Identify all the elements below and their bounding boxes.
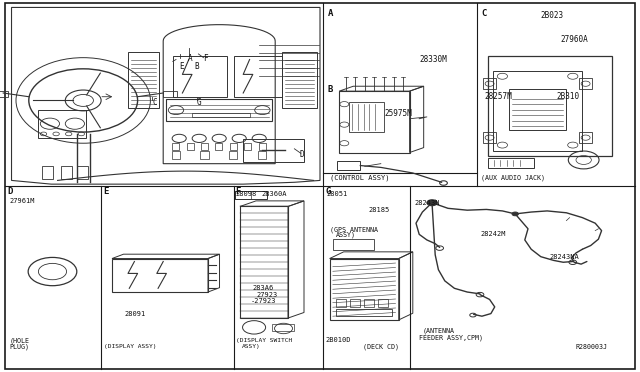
Bar (229, 151, 237, 159)
Text: 2B023: 2B023 (541, 11, 564, 20)
Bar (336, 309, 392, 316)
Bar (337, 161, 360, 170)
Bar (240, 206, 288, 318)
Bar (244, 143, 251, 150)
Bar (77, 166, 88, 179)
Bar (272, 324, 294, 331)
Bar (349, 102, 384, 132)
Text: 27923: 27923 (256, 292, 277, 298)
Text: G: G (325, 187, 330, 196)
Text: 2B010D: 2B010D (325, 337, 351, 343)
Bar (173, 56, 227, 97)
Bar (61, 166, 72, 179)
Text: 28185: 28185 (368, 207, 389, 213)
Bar (172, 143, 179, 150)
Bar (235, 191, 267, 199)
Bar (172, 151, 180, 159)
Bar (163, 91, 177, 97)
Bar (339, 91, 410, 153)
Bar (0, 91, 8, 97)
Text: 28243NA: 28243NA (549, 254, 579, 260)
Bar (258, 151, 266, 159)
Text: C: C (481, 9, 486, 17)
Bar (364, 299, 374, 307)
Bar (493, 71, 582, 151)
Bar (128, 52, 159, 108)
Bar (235, 191, 251, 199)
Bar (192, 113, 250, 117)
Text: 28091: 28091 (125, 311, 146, 317)
Text: 28360A: 28360A (261, 191, 287, 197)
Text: 2B310: 2B310 (557, 92, 580, 101)
Text: D: D (300, 150, 304, 159)
Bar (187, 143, 194, 150)
Bar (112, 259, 208, 292)
Text: FEEDER ASSY,CPM): FEEDER ASSY,CPM) (419, 334, 483, 341)
Text: (ANTENNA: (ANTENNA (422, 328, 454, 334)
Bar (234, 56, 282, 97)
Text: E: E (179, 62, 184, 71)
Text: C: C (152, 98, 157, 107)
Text: (DECK CD): (DECK CD) (363, 343, 399, 350)
Text: 27961M: 27961M (10, 198, 35, 204)
Text: (GPS ANTENNA: (GPS ANTENNA (330, 226, 378, 233)
Bar (483, 132, 496, 143)
Text: 28243N: 28243N (415, 201, 440, 206)
Text: G: G (197, 98, 202, 107)
Text: (DISPLAY ASSY): (DISPLAY ASSY) (104, 344, 157, 349)
Bar (350, 299, 360, 307)
Text: A: A (188, 54, 192, 63)
Text: 25975M: 25975M (384, 109, 412, 118)
Bar (282, 52, 317, 108)
Text: 28098: 28098 (236, 191, 257, 197)
Bar (200, 151, 209, 159)
Bar (201, 143, 208, 150)
Text: 28051: 28051 (326, 191, 348, 197)
Text: ASSY): ASSY) (336, 232, 356, 238)
Circle shape (512, 212, 518, 216)
Bar (330, 259, 399, 320)
Text: ASSY): ASSY) (242, 344, 260, 349)
Bar (483, 78, 496, 89)
Text: 28242M: 28242M (480, 231, 506, 237)
Bar (42, 166, 53, 179)
Text: 28257M: 28257M (484, 92, 512, 101)
Bar (488, 56, 612, 156)
Text: (DISPLAY SWITCH: (DISPLAY SWITCH (236, 338, 292, 343)
Text: -27923: -27923 (251, 298, 276, 304)
Bar (378, 299, 388, 307)
Bar (579, 78, 592, 89)
Text: 28330M: 28330M (419, 55, 447, 64)
Text: D: D (8, 187, 13, 196)
Text: 27960A: 27960A (560, 35, 588, 44)
Bar (333, 239, 374, 250)
Bar (259, 143, 266, 150)
Bar (215, 143, 223, 150)
Text: B: B (328, 85, 333, 94)
Text: (HOLE: (HOLE (10, 337, 29, 344)
Text: PLUG): PLUG) (10, 343, 29, 350)
Bar (579, 132, 592, 143)
Bar (230, 143, 237, 150)
Circle shape (427, 200, 437, 206)
Bar (38, 110, 86, 138)
Text: R280003J: R280003J (576, 344, 608, 350)
Text: F: F (204, 54, 208, 63)
Bar (509, 89, 566, 130)
Text: A: A (328, 9, 333, 17)
Text: F: F (236, 187, 241, 196)
Bar (166, 99, 272, 121)
Text: E: E (104, 187, 109, 196)
Bar (336, 299, 346, 307)
Text: B: B (194, 62, 198, 71)
Text: 283A6: 283A6 (253, 285, 274, 291)
Bar (488, 158, 534, 168)
Text: (CONTROL ASSY): (CONTROL ASSY) (330, 174, 389, 181)
Bar (243, 139, 304, 162)
Text: (AUX AUDIO JACK): (AUX AUDIO JACK) (481, 174, 545, 181)
